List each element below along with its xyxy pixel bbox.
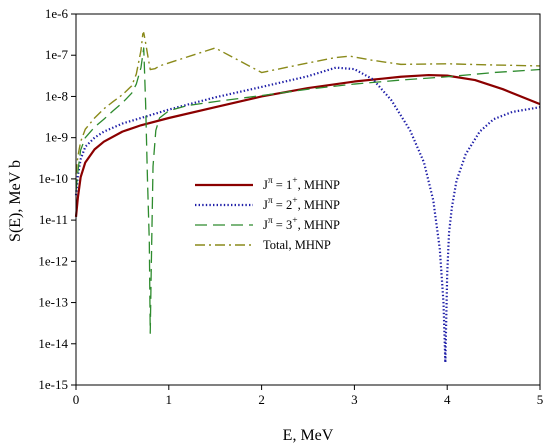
y-tick-label: 1e-7 bbox=[45, 47, 69, 62]
x-tick-label: 4 bbox=[444, 392, 451, 407]
y-tick-label: 1e-12 bbox=[38, 253, 68, 268]
x-tick-label: 0 bbox=[73, 392, 80, 407]
series-line-4 bbox=[75, 32, 541, 175]
y-tick-label: 1e-11 bbox=[39, 212, 68, 227]
y-tick-label: 1e-15 bbox=[38, 377, 68, 392]
x-axis-title: E, MeV bbox=[283, 427, 334, 444]
series-line-2 bbox=[74, 66, 541, 364]
y-tick-label: 1e-14 bbox=[38, 336, 68, 351]
x-tick-label: 3 bbox=[351, 392, 358, 407]
legend-label-4: Total, MHNP bbox=[263, 238, 331, 252]
series-line-3 bbox=[75, 47, 541, 334]
y-tick-label: 1e-13 bbox=[38, 295, 68, 310]
legend-label-3: Jπ = 3+, MHNP bbox=[263, 216, 340, 232]
legend-label-2: Jπ = 2+, MHNP bbox=[263, 196, 340, 212]
x-tick-label: 5 bbox=[537, 392, 544, 407]
y-tick-label: 1e-10 bbox=[38, 171, 68, 186]
x-tick-label: 2 bbox=[258, 392, 265, 407]
y-axis-title: S(E), MeV b bbox=[7, 160, 24, 242]
series-line-1 bbox=[74, 73, 541, 217]
legend-label-1: Jπ = 1+, MHNP bbox=[263, 176, 340, 192]
x-tick-label: 1 bbox=[166, 392, 173, 407]
legend: Jπ = 1+, MHNP Jπ = 2+, MHNP Jπ = 3+, MHNP T… bbox=[195, 176, 340, 252]
y-tick-label: 1e-6 bbox=[45, 6, 69, 21]
y-tick-label: 1e-8 bbox=[45, 88, 68, 103]
plot-frame bbox=[75, 13, 541, 386]
y-tick-label: 1e-9 bbox=[45, 130, 68, 145]
